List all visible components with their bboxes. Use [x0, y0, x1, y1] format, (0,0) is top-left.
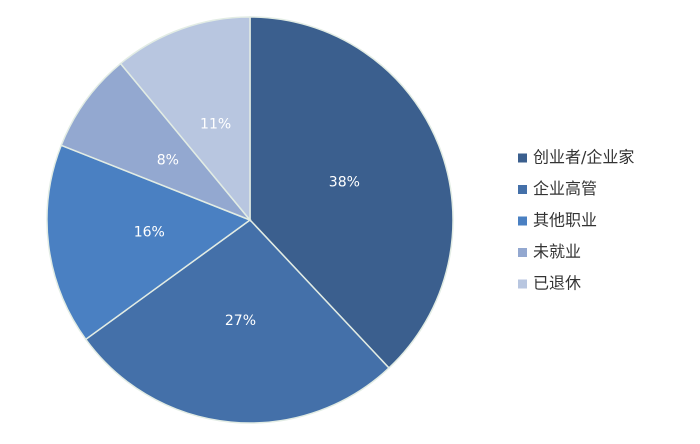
legend-swatch — [518, 248, 527, 257]
data-label: 16% — [134, 225, 165, 241]
pie-slice — [60, 62, 251, 221]
legend-label: 已退休 — [533, 274, 581, 293]
legend-swatch — [518, 279, 527, 289]
pie-slice — [84, 219, 391, 424]
legend-label: 其他职业 — [533, 211, 597, 230]
legend-swatch — [518, 153, 527, 163]
legend-label: 未就业 — [533, 242, 581, 261]
pie-slice — [46, 144, 252, 341]
pie-slice — [249, 16, 454, 370]
data-label: 27% — [225, 313, 256, 329]
legend-swatch — [518, 216, 527, 226]
pie-slice — [119, 16, 251, 223]
data-label: 38% — [329, 175, 360, 191]
legend-label: 企业高管 — [533, 179, 597, 198]
legend-label: 创业者/企业家 — [533, 148, 634, 167]
data-label: 8% — [157, 152, 179, 168]
data-label: 11% — [200, 117, 231, 133]
legend-swatch — [518, 185, 527, 194]
